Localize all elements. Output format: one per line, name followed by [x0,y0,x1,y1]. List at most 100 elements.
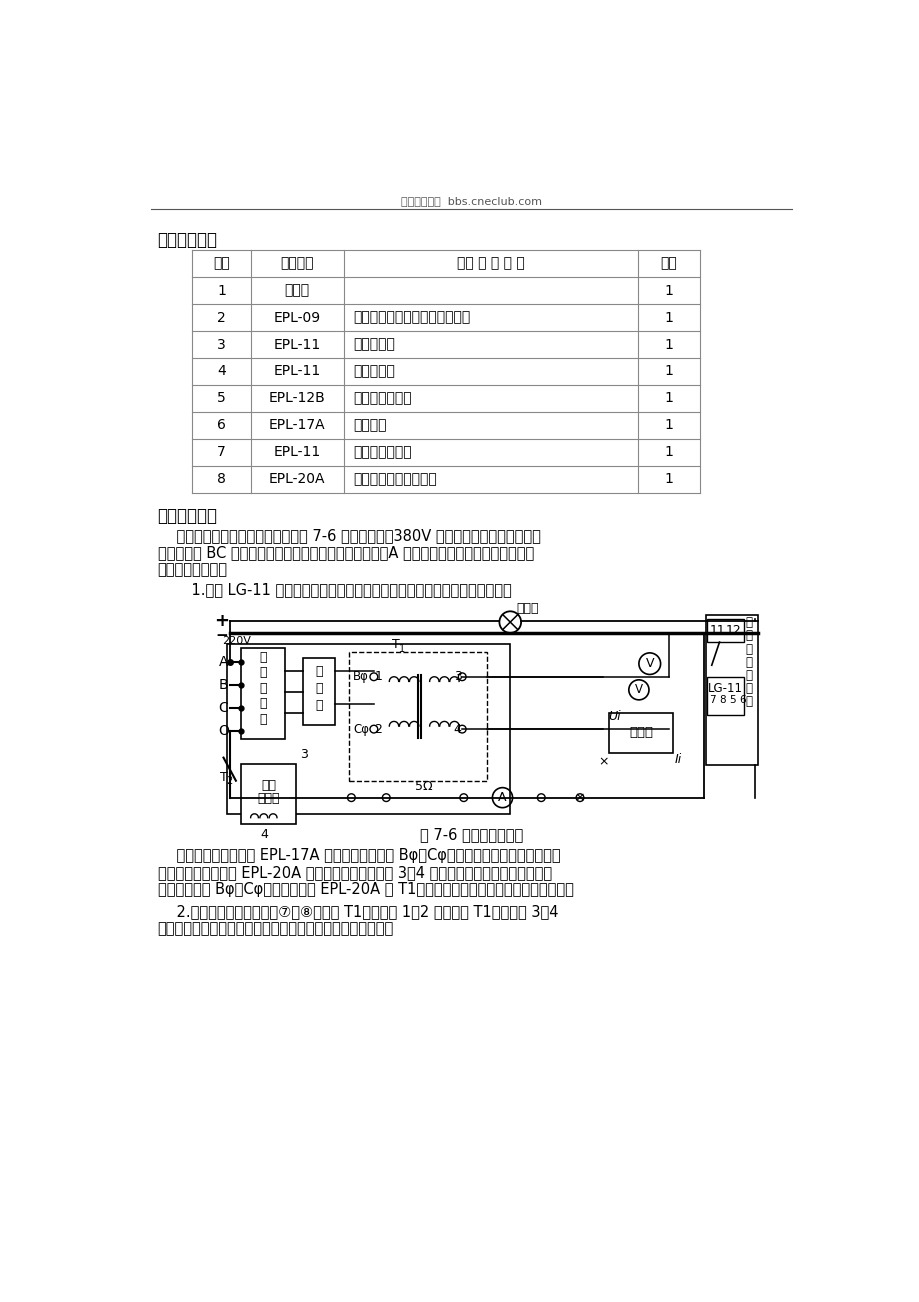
Text: EPL-11: EPL-11 [273,337,321,352]
Text: 5Ω: 5Ω [414,780,432,793]
Text: 向: 向 [744,656,752,669]
Text: Cφ: Cφ [353,723,369,736]
Text: 1: 1 [664,311,673,324]
Text: 控制屏: 控制屏 [284,284,310,298]
Text: 继电器的电流信号从 EPL-20A 面板下部的单相调压器 3、4 端引出，电压信号则根据电压的: 继电器的电流信号从 EPL-20A 面板下部的单相调压器 3、4 端引出，电压信… [157,866,551,880]
Text: Ui: Ui [607,711,619,724]
Text: 交流电压表: 交流电压表 [353,337,394,352]
Text: 移相器的输出信号从 EPL-17A 面板的移相输出端 Bφ、Cφ引出，送至相位仪和功率方向: 移相器的输出信号从 EPL-17A 面板的移相输出端 Bφ、Cφ引出，送至相位仪… [157,849,560,863]
Text: 移: 移 [314,665,323,678]
Text: 5: 5 [217,392,226,405]
Text: Bφ: Bφ [353,671,369,684]
Text: 4: 4 [217,365,226,379]
Text: 继电器（七）一功率方向继电器: 继电器（七）一功率方向继电器 [353,311,470,324]
Text: 调: 调 [259,682,267,695]
Text: 继: 继 [744,669,752,682]
Text: EPL-09: EPL-09 [273,311,321,324]
Text: T: T [220,771,227,784]
Text: 压: 压 [259,697,267,710]
Text: EPL-17A: EPL-17A [268,418,325,432]
Text: 相位仪: 相位仪 [629,727,652,740]
Text: 3: 3 [217,337,226,352]
Text: 器: 器 [259,712,267,725]
Text: 使用 仪 器 名 称: 使用 仪 器 名 称 [457,256,524,271]
Text: 三: 三 [259,651,267,664]
Text: +: + [214,612,229,630]
Text: 2: 2 [217,311,226,324]
Text: ×: × [574,792,584,805]
Text: 调压器: 调压器 [257,792,279,805]
Text: 相: 相 [259,667,267,680]
Text: 直流电源及母线: 直流电源及母线 [353,445,411,460]
Text: 器: 器 [314,699,323,712]
Text: 2.按实验线路接线，图中⑦、⑧分别和 T1变压器的 1、2 端连，和 T1变压器的 3、4: 2.按实验线路接线，图中⑦、⑧分别和 T1变压器的 1、2 端连，和 T1变压器… [157,904,558,919]
Text: 8: 8 [217,473,226,486]
Text: B: B [219,678,228,693]
Text: 2: 2 [226,776,233,785]
Text: C: C [219,702,228,715]
Text: EPL-11: EPL-11 [273,365,321,379]
Text: 6: 6 [739,695,745,704]
Text: 功: 功 [744,616,752,629]
Text: 北方电力论坛  bbs.cneclub.com: 北方电力论坛 bbs.cneclub.com [401,195,541,206]
Text: 单相: 单相 [261,779,276,792]
Text: Ii: Ii [674,753,681,766]
Text: V: V [634,684,642,697]
Text: 12: 12 [725,624,741,637]
Bar [226,644,510,814]
Text: 2: 2 [374,723,382,736]
Text: 1: 1 [664,284,673,298]
Text: A: A [219,655,228,669]
Text: 8: 8 [719,695,725,704]
Text: 6: 6 [217,418,226,432]
Text: 电秒表、相位仪: 电秒表、相位仪 [353,392,411,405]
Text: 1: 1 [217,284,226,298]
Text: 3: 3 [300,749,308,762]
Bar [608,713,673,753]
Bar [240,648,285,740]
Text: 220V: 220V [221,635,251,646]
Text: EPL-12B: EPL-12B [268,392,325,405]
Text: 本实验所采用的实验原理接线如图 7-6 所示。图中，380V 交流电源经调压器和移相器: 本实验所采用的实验原理接线如图 7-6 所示。图中，380V 交流电源经调压器和… [157,529,540,543]
Text: 变压器及单相可调电源: 变压器及单相可调电源 [353,473,437,486]
Bar [240,764,296,824]
Text: T: T [391,638,399,651]
Text: 四、实验内容: 四、实验内容 [157,506,218,525]
Text: 率: 率 [744,629,752,642]
Text: EPL-20A: EPL-20A [268,473,325,486]
Text: 5: 5 [729,695,735,704]
Text: 1: 1 [664,445,673,460]
Text: −: − [215,629,228,643]
Text: 大小或直接从 Bφ、Cφ引出，或经过 EPL-20A 的 T1降压变压器引出。图中用虚线特别标明。: 大小或直接从 Bφ、Cφ引出，或经过 EPL-20A 的 T1降压变压器引出。图… [157,883,573,897]
Text: 方: 方 [744,643,752,655]
Text: 端断开。并检查确认两个调压器的旋钮处于逆时针到底位置。: 端断开。并检查确认两个调压器的旋钮处于逆时针到底位置。 [157,921,393,936]
Bar [705,615,757,766]
Text: 三、实验设备: 三、实验设备 [157,230,218,249]
Text: 11: 11 [709,624,724,637]
Text: 4: 4 [453,723,461,736]
Text: 调整后，由 BC 相分别输入功率方向继电器的电压线圈，A 相电流输入至继电器的电流线圈，: 调整后，由 BC 相分别输入功率方向继电器的电压线圈，A 相电流输入至继电器的电… [157,546,533,560]
Bar [707,618,743,642]
Text: 三相电源: 三相电源 [353,418,386,432]
Text: 注意同名端方向。: 注意同名端方向。 [157,562,227,577]
Text: 1: 1 [664,473,673,486]
Text: 4: 4 [260,828,268,841]
Text: ×: × [597,755,607,768]
Text: 1: 1 [398,643,404,654]
Text: 设备名称: 设备名称 [280,256,313,271]
Text: 电: 电 [744,682,752,695]
Bar [302,658,335,725]
Text: 3: 3 [453,671,461,684]
Text: 1: 1 [374,671,382,684]
Text: LG-11: LG-11 [708,682,743,695]
Text: A: A [498,792,506,805]
Text: 7: 7 [709,695,715,704]
Text: 数量: 数量 [660,256,676,271]
Text: 1: 1 [664,418,673,432]
Text: 1: 1 [664,337,673,352]
Text: 1: 1 [664,392,673,405]
Bar [707,677,743,715]
Text: 图 7-6 实验原理接线图: 图 7-6 实验原理接线图 [419,827,523,842]
Text: V: V [645,658,653,671]
Text: EPL-11: EPL-11 [273,445,321,460]
